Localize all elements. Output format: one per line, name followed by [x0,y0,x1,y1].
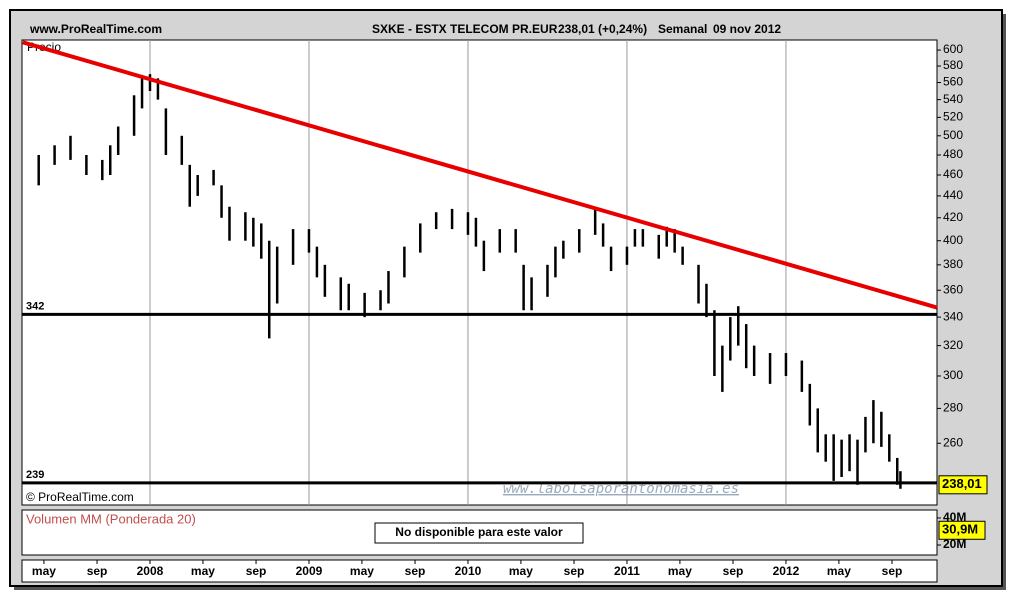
y-tick-label: 560 [943,75,963,89]
y-tick-label: 500 [943,128,963,142]
period: Semanal [658,22,707,36]
y-tick-label: 300 [943,368,963,382]
copyright: © ProRealTime.com [26,490,134,504]
x-tick-label: may [350,564,374,578]
y-tick-label: 460 [943,167,963,181]
y-tick-label: 440 [943,188,963,202]
volume-tick-label: 40M [943,510,966,524]
x-tick-label: may [827,564,851,578]
volume-title: Volumen MM (Ponderada 20) [26,511,196,526]
x-tick-label: may [32,564,56,578]
volume-message: No disponible para este valor [395,525,563,539]
volume-tag [938,520,986,540]
x-tick-label: sep [246,564,267,578]
trend-line [22,40,938,310]
y-tick-label: 380 [943,257,963,271]
date: 09 nov 2012 [713,22,781,36]
watermark: www.labolsaporantonomasia.es [503,481,739,497]
level-label: 239 [26,469,44,481]
x-tick-label: sep [87,564,108,578]
x-tick-label: 2010 [455,564,482,578]
site: www.ProRealTime.com [29,22,162,36]
x-tick-label: 2009 [296,564,323,578]
x-tick-label: may [668,564,692,578]
last-price-label: 238,01 [942,476,982,491]
y-tick-label: 340 [943,309,963,323]
x-tick-label: 2012 [773,564,800,578]
y-tick-label: 540 [943,92,963,106]
x-tick-label: may [509,564,533,578]
volume-tick-label: 20M [943,537,966,551]
level-label: 342 [26,300,44,312]
symbol: SXKE - ESTX TELECOM PR.EUR [372,22,558,36]
x-tick-label: sep [723,564,744,578]
x-axis-strip [21,559,938,583]
x-tick-label: sep [405,564,426,578]
x-tick-label: 2008 [137,564,164,578]
last-price-tag [938,475,988,495]
message-box [374,522,584,544]
y-tick-label: 400 [943,233,963,247]
y-tick-label: 320 [943,338,963,352]
y-tick-label: 600 [943,42,963,56]
x-tick-label: sep [564,564,585,578]
y-tick-label: 260 [943,435,963,449]
x-tick-label: 2011 [614,564,640,578]
quote: 238,01 (+0,24%) [558,22,647,36]
x-tick-label: sep [882,564,903,578]
y-tick-label: 580 [943,58,963,72]
volume-last-label: 30,9M [942,522,978,537]
price-panel [21,39,938,506]
y-tick-label: 520 [943,110,963,124]
y-tick-label: 360 [943,282,963,296]
y-tick-label: 420 [943,210,963,224]
y-tick-label: 280 [943,401,963,415]
x-tick-label: may [191,564,215,578]
y-tick-label: 480 [943,147,963,161]
